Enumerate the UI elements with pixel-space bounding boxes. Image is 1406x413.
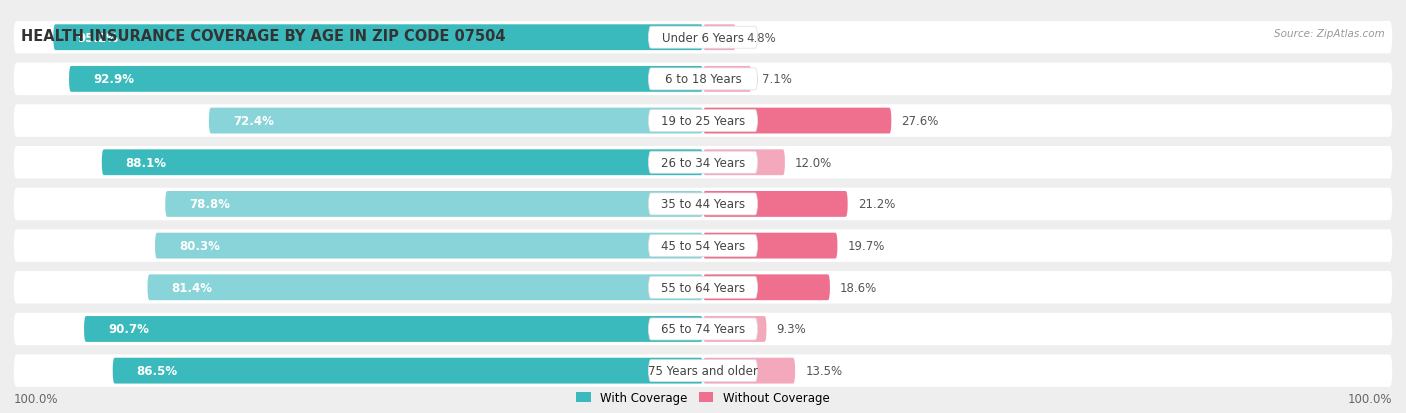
Text: 100.0%: 100.0% bbox=[1348, 392, 1392, 406]
FancyBboxPatch shape bbox=[703, 192, 848, 217]
FancyBboxPatch shape bbox=[84, 316, 703, 342]
FancyBboxPatch shape bbox=[703, 275, 830, 301]
Text: 12.0%: 12.0% bbox=[796, 157, 832, 169]
FancyBboxPatch shape bbox=[648, 193, 758, 216]
FancyBboxPatch shape bbox=[14, 313, 1392, 345]
Text: 18.6%: 18.6% bbox=[841, 281, 877, 294]
FancyBboxPatch shape bbox=[703, 316, 766, 342]
Text: 65 to 74 Years: 65 to 74 Years bbox=[661, 323, 745, 336]
FancyBboxPatch shape bbox=[648, 27, 758, 49]
Text: 90.7%: 90.7% bbox=[108, 323, 149, 336]
Text: 21.2%: 21.2% bbox=[858, 198, 896, 211]
Text: 72.4%: 72.4% bbox=[233, 115, 274, 128]
FancyBboxPatch shape bbox=[69, 67, 703, 93]
Text: Under 6 Years: Under 6 Years bbox=[662, 32, 744, 45]
Text: 6 to 18 Years: 6 to 18 Years bbox=[665, 73, 741, 86]
FancyBboxPatch shape bbox=[14, 188, 1392, 221]
FancyBboxPatch shape bbox=[155, 233, 703, 259]
FancyBboxPatch shape bbox=[14, 230, 1392, 262]
Text: 45 to 54 Years: 45 to 54 Years bbox=[661, 240, 745, 252]
FancyBboxPatch shape bbox=[166, 192, 703, 217]
Text: 86.5%: 86.5% bbox=[136, 364, 177, 377]
FancyBboxPatch shape bbox=[648, 318, 758, 340]
FancyBboxPatch shape bbox=[648, 110, 758, 132]
FancyBboxPatch shape bbox=[14, 354, 1392, 387]
FancyBboxPatch shape bbox=[648, 69, 758, 90]
Text: 95.2%: 95.2% bbox=[77, 32, 118, 45]
Text: 55 to 64 Years: 55 to 64 Years bbox=[661, 281, 745, 294]
Text: 35 to 44 Years: 35 to 44 Years bbox=[661, 198, 745, 211]
FancyBboxPatch shape bbox=[53, 25, 703, 51]
Text: Source: ZipAtlas.com: Source: ZipAtlas.com bbox=[1274, 29, 1385, 39]
FancyBboxPatch shape bbox=[112, 358, 703, 384]
Text: 81.4%: 81.4% bbox=[172, 281, 212, 294]
Text: 9.3%: 9.3% bbox=[776, 323, 807, 336]
Text: 92.9%: 92.9% bbox=[93, 73, 134, 86]
FancyBboxPatch shape bbox=[648, 277, 758, 299]
Legend: With Coverage, Without Coverage: With Coverage, Without Coverage bbox=[576, 391, 830, 404]
Text: 75 Years and older: 75 Years and older bbox=[648, 364, 758, 377]
FancyBboxPatch shape bbox=[14, 105, 1392, 138]
FancyBboxPatch shape bbox=[14, 147, 1392, 179]
FancyBboxPatch shape bbox=[648, 235, 758, 257]
Text: 13.5%: 13.5% bbox=[806, 364, 842, 377]
Text: 27.6%: 27.6% bbox=[901, 115, 939, 128]
FancyBboxPatch shape bbox=[14, 271, 1392, 304]
FancyBboxPatch shape bbox=[14, 64, 1392, 96]
Text: 88.1%: 88.1% bbox=[125, 157, 167, 169]
Text: 7.1%: 7.1% bbox=[762, 73, 792, 86]
FancyBboxPatch shape bbox=[648, 152, 758, 174]
FancyBboxPatch shape bbox=[148, 275, 703, 301]
Text: HEALTH INSURANCE COVERAGE BY AGE IN ZIP CODE 07504: HEALTH INSURANCE COVERAGE BY AGE IN ZIP … bbox=[21, 29, 506, 44]
Text: 80.3%: 80.3% bbox=[179, 240, 219, 252]
FancyBboxPatch shape bbox=[101, 150, 703, 176]
Text: 26 to 34 Years: 26 to 34 Years bbox=[661, 157, 745, 169]
FancyBboxPatch shape bbox=[703, 108, 891, 134]
Text: 4.8%: 4.8% bbox=[747, 32, 776, 45]
FancyBboxPatch shape bbox=[14, 22, 1392, 55]
FancyBboxPatch shape bbox=[703, 233, 838, 259]
Text: 19 to 25 Years: 19 to 25 Years bbox=[661, 115, 745, 128]
FancyBboxPatch shape bbox=[703, 25, 735, 51]
Text: 100.0%: 100.0% bbox=[14, 392, 58, 406]
FancyBboxPatch shape bbox=[209, 108, 703, 134]
FancyBboxPatch shape bbox=[648, 360, 758, 382]
Text: 19.7%: 19.7% bbox=[848, 240, 884, 252]
FancyBboxPatch shape bbox=[703, 150, 785, 176]
FancyBboxPatch shape bbox=[703, 358, 796, 384]
FancyBboxPatch shape bbox=[703, 67, 751, 93]
Text: 78.8%: 78.8% bbox=[190, 198, 231, 211]
